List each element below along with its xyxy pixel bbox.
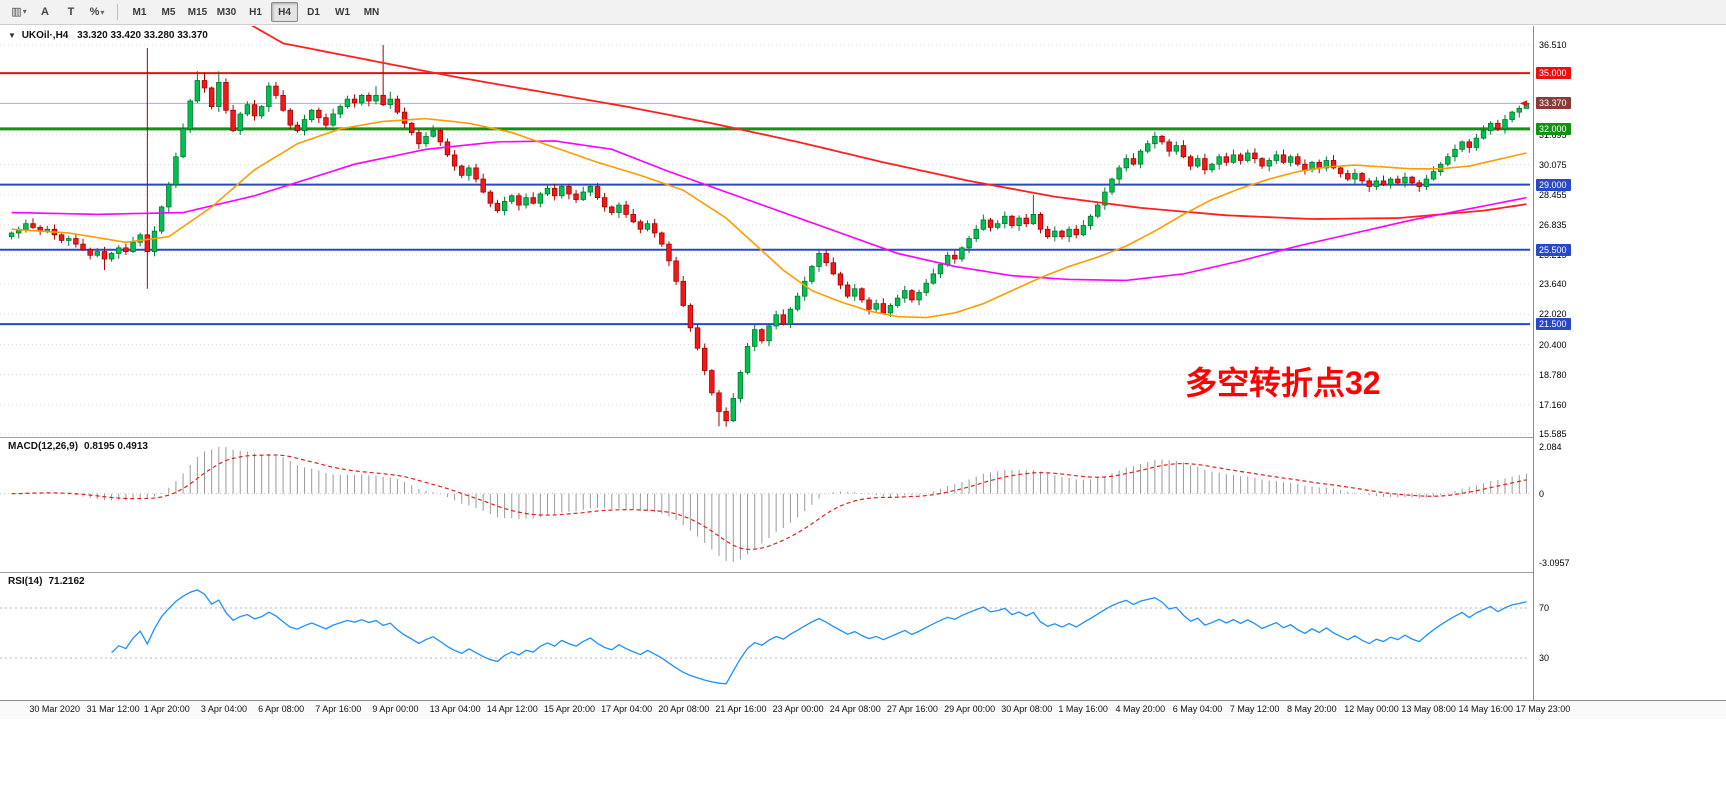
price-tick: 36.510 <box>1539 40 1567 50</box>
chart-ohlc-header: ▼ UKOil·,H4 33.320 33.420 33.280 33.370 <box>8 30 208 41</box>
price-badge-29.000: 29.000 <box>1536 178 1571 191</box>
time-axis-label: 30 Mar 2020 <box>29 704 80 714</box>
price-tick: 20.400 <box>1539 339 1567 350</box>
symbol-timeframe-label: UKOil·,H4 <box>21 30 69 41</box>
macd-name: MACD(12,26,9) <box>8 441 79 452</box>
main-price-chart[interactable] <box>0 26 1726 437</box>
time-axis-label: 24 Apr 08:00 <box>829 704 881 714</box>
price-tick: 18.780 <box>1539 369 1567 380</box>
percent-tool-icon[interactable]: % ▾ <box>89 6 105 19</box>
time-axis-label: 6 Apr 08:00 <box>258 704 305 714</box>
price-tick: 28.455 <box>1539 189 1567 200</box>
ma-fast-orange[interactable] <box>11 117 1527 319</box>
time-axis-label: 13 Apr 04:00 <box>429 704 481 714</box>
rsi-panel[interactable] <box>0 573 1726 700</box>
time-axis[interactable]: 30 Mar 2020 31 Mar 12:00 1 Apr 20:00 3 Apr … <box>0 700 1726 719</box>
chart-toolbar: ▥ ▾ A T % ▾ M1 M5 M15 M30 H1 H4 D1 W1 MN <box>0 0 1726 25</box>
timeframe-button-h1[interactable]: H1 <box>249 6 262 18</box>
price-badge-33.370: 33.370 <box>1536 97 1571 110</box>
price-tick: 15.585 <box>1539 429 1567 440</box>
toolbar-separator <box>117 4 118 20</box>
price-tick: 26.835 <box>1539 219 1567 230</box>
time-axis-label: 15 Apr 20:00 <box>543 704 595 714</box>
time-axis-label: 20 Apr 08:00 <box>658 704 710 714</box>
chart-profile-icon[interactable]: ▥ ▾ <box>11 6 27 19</box>
text-t-tool-icon[interactable]: T <box>67 6 75 19</box>
price-tick: 30.075 <box>1539 159 1567 170</box>
price-axis[interactable]: 36.51031.69530.07528.45526.83525.21523.6… <box>1534 26 1726 700</box>
rsi-indicator-label: RSI(14) 71.2162 <box>8 576 85 587</box>
timeframe-button-m30[interactable]: M30 <box>216 6 237 18</box>
price-axis-separator <box>1533 26 1534 717</box>
candles-layer <box>8 45 1530 427</box>
timeframe-button-m5[interactable]: M5 <box>161 6 176 18</box>
time-axis-label: 7 Apr 16:00 <box>315 704 362 714</box>
macd-tick: -3.0957 <box>1539 558 1570 568</box>
price-badge-21.500: 21.500 <box>1536 318 1571 331</box>
macd-signal-line <box>11 454 1527 551</box>
rsi-line <box>111 589 1527 685</box>
time-axis-label: 17 Apr 04:00 <box>601 704 653 714</box>
timeframe-button-h4[interactable]: H4 <box>271 2 298 23</box>
time-axis-label: 1 May 16:00 <box>1058 704 1108 714</box>
time-axis-label: 23 Apr 00:00 <box>772 704 824 714</box>
horizontal-level-lines[interactable] <box>0 72 1530 326</box>
time-axis-label: 1 Apr 20:00 <box>143 704 190 714</box>
timeframe-button-w1[interactable]: W1 <box>335 6 350 18</box>
last-price-arrow <box>1520 100 1527 107</box>
timeframe-buttons-group: M1 M5 M15 M30 H1 H4 D1 W1 MN <box>125 2 386 23</box>
time-axis-label: 4 May 20:00 <box>1115 704 1166 714</box>
macd-indicator-label: MACD(12,26,9) 0.8195 0.4913 <box>8 441 148 452</box>
price-tick: 23.640 <box>1539 279 1567 290</box>
panel-separator[interactable] <box>0 572 1726 573</box>
time-axis-label: 3 Apr 04:00 <box>200 704 247 714</box>
rsi-name: RSI(14) <box>8 576 43 587</box>
drawing-tools-group: ▥ ▾ A T % ▾ <box>6 1 110 23</box>
panel-separator[interactable] <box>0 437 1726 438</box>
time-axis-label: 13 May 08:00 <box>1401 704 1456 714</box>
time-axis-label: 29 Apr 00:00 <box>944 704 996 714</box>
price-tick: 22.020 <box>1539 309 1567 320</box>
rsi-tick: 30 <box>1539 653 1550 663</box>
price-badge-35.000: 35.000 <box>1536 67 1571 80</box>
timeframe-button-mn[interactable]: MN <box>363 6 380 18</box>
price-badge-32.000: 32.000 <box>1536 122 1571 135</box>
macd-histogram <box>18 447 1527 563</box>
time-axis-label: 31 Mar 12:00 <box>86 704 140 714</box>
time-axis-label: 21 Apr 16:00 <box>715 704 767 714</box>
time-axis-label: 12 May 00:00 <box>1344 704 1399 714</box>
time-axis-label: 7 May 12:00 <box>1229 704 1280 714</box>
ohlc-values: 33.320 33.420 33.280 33.370 <box>77 30 208 41</box>
timeframe-button-m1[interactable]: M1 <box>132 6 147 18</box>
rsi-tick: 70 <box>1539 603 1550 613</box>
time-axis-label: 8 May 20:00 <box>1287 704 1337 714</box>
ma-mid-magenta[interactable] <box>11 140 1527 282</box>
ma-slow-red[interactable] <box>212 26 1527 220</box>
timeframe-button-d1[interactable]: D1 <box>307 6 320 18</box>
chart-expander-icon[interactable]: ▼ <box>8 31 16 40</box>
macd-tick: 0 <box>1539 488 1545 499</box>
dropdown-arrow-icon: ▾ <box>22 7 27 17</box>
time-axis-label: 14 Apr 12:00 <box>486 704 538 714</box>
rsi-value: 71.2162 <box>48 576 85 587</box>
macd-values: 0.8195 0.4913 <box>84 441 148 452</box>
text-a-tool-icon[interactable]: A <box>41 6 49 19</box>
time-axis-label: 14 May 16:00 <box>1458 704 1514 714</box>
macd-panel[interactable] <box>0 438 1726 572</box>
timeframe-button-m15[interactable]: M15 <box>187 6 208 18</box>
macd-tick: 2.084 <box>1539 442 1562 452</box>
dropdown-arrow-icon: ▾ <box>100 7 105 17</box>
time-axis-label: 30 Apr 08:00 <box>1001 704 1053 714</box>
chart-annotation-text: 多空转折点32 <box>1185 365 1381 401</box>
price-badge-25.500: 25.500 <box>1536 243 1571 256</box>
time-axis-label: 9 Apr 00:00 <box>372 704 419 714</box>
time-axis-label: 6 May 04:00 <box>1172 704 1223 714</box>
price-tick: 17.160 <box>1539 399 1567 410</box>
time-axis-label: 17 May 23:00 <box>1515 704 1571 714</box>
time-axis-label: 27 Apr 16:00 <box>886 704 938 714</box>
